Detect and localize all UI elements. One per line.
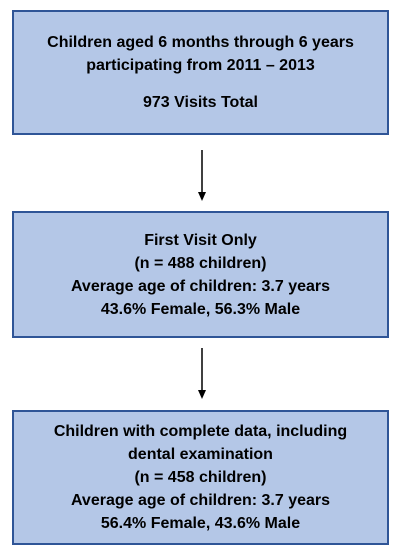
- box3-line3: (n = 458 children): [134, 469, 267, 486]
- box1-line1: Children aged 6 months through 6 years: [47, 34, 354, 51]
- box3-line1: Children with complete data, including: [53, 423, 348, 440]
- flow-box-first-visit: First Visit Only (n = 488 children) Aver…: [12, 211, 389, 338]
- box3-line2: dental examination: [128, 446, 273, 463]
- box3-line4: Average age of children: 3.7 years: [70, 492, 331, 509]
- box3-line5: 56.4% Female, 43.6% Male: [100, 515, 301, 532]
- box2-line4: 43.6% Female, 56.3% Male: [100, 300, 301, 318]
- flow-box-complete-data: Children with complete data, including d…: [12, 410, 389, 545]
- box2-line2: (n = 488 children): [134, 254, 267, 272]
- down-arrow-icon: [198, 348, 206, 399]
- box1-line3: 973 Visits Total: [142, 94, 258, 111]
- box2-line3: Average age of children: 3.7 years: [70, 277, 331, 295]
- flow-box-all-visits: Children aged 6 months through 6 years p…: [12, 10, 389, 135]
- box2-line1: First Visit Only: [144, 231, 257, 249]
- box1-line2: participating from 2011 – 2013: [86, 57, 315, 74]
- down-arrow-icon: [198, 150, 206, 201]
